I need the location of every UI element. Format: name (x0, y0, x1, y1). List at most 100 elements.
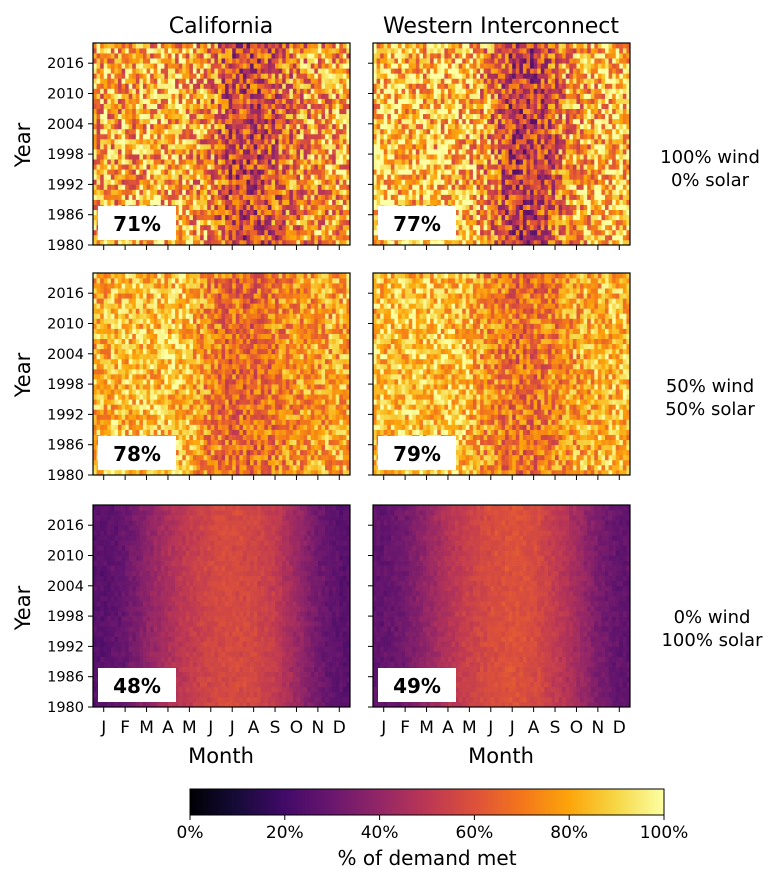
heatmap-cell (583, 189, 588, 195)
heatmap-cell (260, 108, 265, 115)
heatmap-cell (207, 108, 212, 115)
heatmap-cell (373, 159, 377, 165)
heatmap-cell (622, 194, 627, 200)
heatmap-cell (264, 234, 269, 241)
heatmap-cell (612, 108, 617, 115)
heatmap-cell (601, 159, 606, 165)
heatmap-cell (501, 229, 506, 236)
heatmap-cell (214, 98, 219, 104)
heatmap-cell (533, 113, 538, 120)
heatmap-cell (462, 209, 467, 216)
heatmap-cell (325, 184, 329, 190)
heatmap-cell (210, 138, 215, 145)
heatmap-cell (440, 138, 445, 145)
heatmap-cell (515, 164, 520, 170)
heatmap-cell (142, 113, 147, 120)
heatmap-cell (383, 179, 388, 185)
heatmap-cell (260, 63, 265, 69)
heatmap-cell (289, 174, 294, 180)
heatmap-cell (292, 144, 297, 150)
heatmap-cell (608, 98, 613, 104)
heatmap-cell (146, 184, 151, 190)
heatmap-cell (203, 53, 208, 59)
heatmap-cell (207, 53, 212, 59)
heatmap-cell (121, 194, 126, 200)
heatmap-cell (228, 159, 233, 165)
heatmap-cell (494, 209, 499, 216)
heatmap-cell (114, 53, 119, 59)
heatmap-cell (380, 123, 385, 130)
heatmap-cell (401, 123, 406, 130)
heatmap-cell (494, 169, 499, 175)
heatmap-cell (590, 113, 595, 120)
heatmap-cell (292, 58, 297, 64)
heatmap-cell (555, 174, 559, 180)
heatmap-cell (150, 164, 155, 170)
heatmap-cell (225, 73, 229, 79)
heatmap-cell (487, 98, 492, 104)
heatmap-cell (164, 154, 169, 160)
heatmap-cell (580, 209, 584, 216)
heatmap-cell (260, 103, 265, 109)
heatmap-cell (342, 113, 347, 120)
heatmap-cell (182, 78, 187, 84)
heatmap-cell (93, 103, 97, 109)
heatmap-cell (390, 194, 395, 200)
heatmap-cell (114, 133, 119, 140)
heatmap-cell (346, 194, 351, 200)
heatmap-cell (242, 239, 247, 246)
heatmap-cell (103, 63, 108, 69)
heatmap-cell (501, 123, 506, 130)
heatmap-cell (444, 113, 449, 120)
heatmap-cell (462, 154, 467, 160)
heatmap-cell (590, 108, 595, 115)
heatmap-cell (289, 128, 294, 135)
heatmap-cell (469, 113, 474, 120)
heatmap-cell (537, 159, 542, 165)
heatmap-cell (594, 174, 599, 180)
heatmap-cell (412, 184, 417, 190)
heatmap-cell (440, 154, 445, 160)
heatmap-cell (210, 229, 215, 236)
heatmap-cell (167, 48, 172, 54)
heatmap-cell (325, 199, 329, 205)
heatmap-cell (440, 123, 445, 130)
heatmap-cell (342, 144, 347, 150)
heatmap-cell (540, 108, 545, 115)
heatmap-cell (480, 229, 484, 236)
heatmap-cell (447, 169, 452, 175)
heatmap-cell (167, 123, 172, 130)
heatmap-cell (175, 154, 180, 160)
heatmap-cell (339, 214, 344, 221)
heatmap-cell (285, 83, 290, 89)
heatmap-cell (117, 149, 122, 155)
heatmap-cell (519, 229, 524, 236)
heatmap-cell (121, 184, 126, 190)
heatmap-cell (260, 224, 265, 231)
heatmap-cell (103, 164, 108, 170)
heatmap-cell (196, 88, 201, 94)
heatmap-cell (321, 83, 326, 89)
heatmap-cell (462, 113, 467, 120)
heatmap-cell (569, 103, 574, 109)
heatmap-cell (217, 53, 222, 59)
heatmap-cell (444, 174, 449, 180)
heatmap-cell (157, 239, 162, 246)
heatmap-cell (228, 219, 233, 226)
heatmap-cell (462, 123, 467, 130)
heatmap-cell (317, 154, 322, 160)
heatmap-cell (157, 108, 162, 115)
heatmap-cell (472, 149, 477, 155)
heatmap-cell (300, 113, 304, 120)
heatmap-cell (117, 113, 122, 120)
heatmap-cell (196, 93, 201, 99)
heatmap-cell (472, 224, 477, 231)
heatmap-cell (317, 78, 322, 84)
heatmap-cell (200, 154, 204, 160)
heatmap-cell (373, 113, 377, 120)
heatmap-cell (93, 48, 97, 54)
heatmap-cell (580, 169, 584, 175)
heatmap-cell (96, 194, 101, 200)
heatmap-cell (608, 108, 613, 115)
heatmap-cell (114, 144, 119, 150)
